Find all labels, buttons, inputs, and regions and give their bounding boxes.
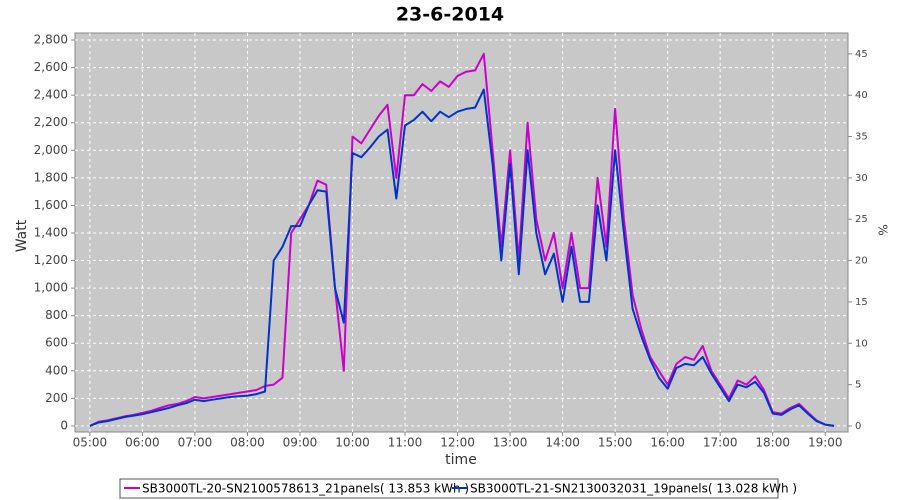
x-tick-label: 17:00 [703, 436, 738, 450]
y-tick-label: 400 [45, 363, 68, 377]
x-tick-label: 06:00 [125, 436, 160, 450]
x-tick-label: 16:00 [650, 436, 685, 450]
y-tick-label: 2,600 [34, 60, 68, 74]
x-tick-label: 09:00 [283, 436, 318, 450]
y-tick-label: 1,200 [34, 253, 68, 267]
y2-tick-label: 20 [855, 256, 868, 267]
y2-tick-label: 35 [855, 132, 868, 143]
y-tick-label: 1,600 [34, 198, 68, 212]
y-tick-label: 600 [45, 336, 68, 350]
x-tick-label: 07:00 [178, 436, 213, 450]
x-tick-label: 11:00 [388, 436, 423, 450]
y-tick-label: 200 [45, 391, 68, 405]
x-tick-label: 15:00 [598, 436, 633, 450]
x-axis-label: time [445, 452, 477, 468]
y-tick-label: 1,000 [34, 281, 68, 295]
y-tick-label: 2,400 [34, 88, 68, 102]
x-tick-label: 19:00 [808, 436, 843, 450]
series-line [89, 88, 835, 427]
y2-tick-label: 40 [855, 90, 868, 101]
x-tick-label: 18:00 [755, 436, 790, 450]
y-tick-label: 2,000 [34, 143, 68, 157]
y2-tick-label: 45 [855, 49, 868, 60]
y-tick-label: 2,800 [34, 33, 68, 47]
y-axis-label: Watt [14, 219, 30, 252]
y2-tick-label: 5 [855, 380, 861, 391]
y2-tick-label: 15 [855, 297, 868, 308]
y-tick-label: 1,800 [34, 170, 68, 184]
y2-tick-label: 0 [855, 421, 861, 432]
x-tick-label: 13:00 [493, 436, 528, 450]
x-tick-label: 05:00 [73, 436, 108, 450]
x-tick-label: 08:00 [230, 436, 265, 450]
y-tick-label: 800 [45, 308, 68, 322]
legend-label: SB3000TL-21-SN2130032031_19panels( 13.02… [470, 482, 797, 496]
x-tick-label: 12:00 [440, 436, 475, 450]
y-tick-label: 0 [60, 418, 68, 432]
series-line [89, 52, 835, 427]
y2-tick-label: 30 [855, 173, 868, 184]
chart-title: 23-6-2014 [396, 4, 504, 26]
legend-label: SB3000TL-20-SN2100578613_21panels( 13.85… [142, 482, 469, 496]
x-tick-label: 14:00 [545, 436, 580, 450]
y2-axis-label: % [876, 224, 890, 235]
legend-box [119, 478, 779, 499]
y2-tick-label: 10 [855, 338, 868, 349]
y-tick-label: 2,200 [34, 115, 68, 129]
y-tick-label: 1,400 [34, 225, 68, 239]
y2-tick-label: 25 [855, 214, 868, 225]
x-tick-label: 10:00 [335, 436, 370, 450]
